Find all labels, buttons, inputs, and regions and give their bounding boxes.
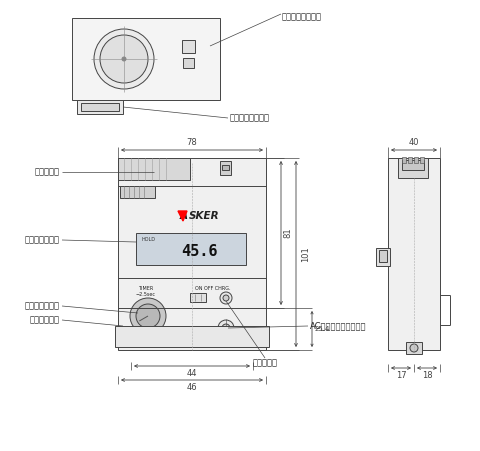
Text: ON OFF CHRG.: ON OFF CHRG. (195, 286, 231, 291)
Text: ホールド表示灯: ホールド表示灯 (25, 235, 60, 244)
Text: TIMER
−2.5sec: TIMER −2.5sec (136, 286, 156, 297)
Bar (388, 158, 440, 350)
Text: 45.6: 45.6 (181, 244, 217, 258)
Text: ACアダプタコネクター: ACアダプタコネクター (310, 322, 367, 331)
Text: 充電表示灯: 充電表示灯 (252, 358, 277, 367)
Text: A: A (180, 211, 188, 221)
Circle shape (94, 29, 154, 89)
Bar (402, 157, 406, 163)
Circle shape (187, 337, 197, 347)
Text: 電源スイッチ: 電源スイッチ (30, 316, 60, 325)
Text: 25.4: 25.4 (315, 326, 330, 332)
Bar (77, 100, 123, 114)
Bar (81, 103, 119, 111)
Circle shape (122, 57, 126, 61)
Bar (72, 18, 220, 100)
Bar (414, 157, 418, 163)
Bar (222, 165, 229, 170)
Text: SKER: SKER (189, 211, 219, 221)
Circle shape (100, 35, 148, 83)
Text: 46: 46 (187, 383, 197, 392)
Text: 101: 101 (301, 246, 310, 262)
Circle shape (222, 324, 230, 332)
Text: 17: 17 (396, 371, 406, 380)
Text: 78: 78 (187, 138, 197, 147)
Text: 18: 18 (422, 371, 432, 380)
Bar (118, 158, 266, 350)
Text: 外部出力コネクタ: 外部出力コネクタ (230, 114, 270, 123)
Text: 40: 40 (409, 138, 419, 147)
Circle shape (223, 295, 229, 301)
Bar (136, 233, 246, 265)
Polygon shape (178, 211, 187, 221)
Bar (220, 161, 231, 175)
Circle shape (130, 298, 166, 334)
Bar (398, 158, 428, 178)
Bar (115, 326, 269, 347)
Text: 硬さ表示器: 硬さ表示器 (35, 167, 60, 176)
Text: リセットスイッチ: リセットスイッチ (282, 12, 322, 21)
Text: 81: 81 (283, 228, 292, 238)
Text: タイマスイッチ: タイマスイッチ (25, 302, 60, 310)
Bar (408, 157, 412, 163)
Bar (402, 160, 424, 170)
Bar (190, 293, 206, 302)
Bar (120, 186, 155, 198)
Bar (376, 248, 390, 266)
Bar (183, 58, 194, 68)
Bar (406, 342, 422, 354)
Bar (420, 157, 424, 163)
Circle shape (218, 320, 234, 336)
Bar (182, 40, 195, 53)
Bar (379, 250, 387, 262)
Circle shape (136, 304, 160, 328)
Circle shape (220, 292, 232, 304)
Text: 44: 44 (187, 369, 197, 378)
Text: HOLD: HOLD (141, 237, 155, 242)
Circle shape (410, 344, 418, 352)
Bar (118, 158, 190, 180)
